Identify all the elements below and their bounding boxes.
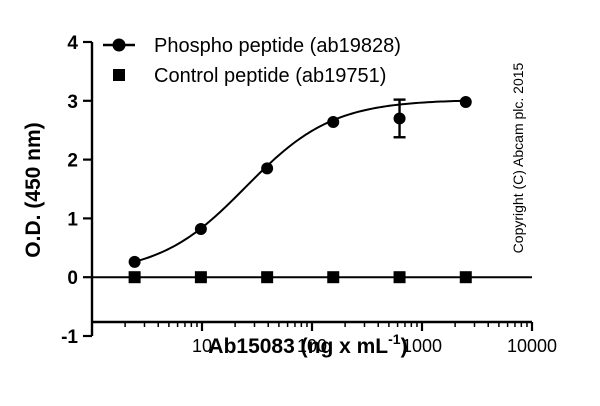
y-tick-label-2: 2 — [67, 151, 78, 172]
point-phospho — [261, 162, 274, 175]
x-tick-label-1000: 1000 — [402, 336, 442, 356]
point-control — [128, 271, 141, 284]
y-tick-label-1: 1 — [67, 209, 78, 230]
y-ticks: -1 0 1 2 3 4 — [61, 33, 92, 348]
legend-control-marker — [113, 69, 125, 81]
x-tick-label-10: 10 — [192, 336, 212, 356]
point-phospho — [194, 222, 207, 235]
series-layer — [92, 95, 532, 284]
x-axis-title: Ab15083 (ng x mL-1) — [208, 331, 407, 358]
y-tick-label-3: 3 — [67, 92, 78, 113]
point-phospho — [393, 112, 406, 125]
x-tick-label-100: 100 — [297, 336, 327, 356]
fit-curve-0 — [134, 99, 466, 263]
point-phospho — [459, 95, 472, 108]
x-ticks: 10 100 1000 10000 — [124, 322, 557, 356]
x-axis-title-main: Ab15083 (ng x mL — [208, 335, 388, 358]
point-control — [327, 271, 340, 284]
point-control — [194, 271, 207, 284]
point-control — [261, 271, 274, 284]
x-axis-title-suffix: ) — [401, 335, 408, 358]
point-control — [459, 271, 472, 284]
copyright-annotation: Copyright (C) Abcam plc. 2015 — [510, 62, 526, 253]
y-tick-label--1: -1 — [61, 327, 78, 348]
point-phospho — [327, 115, 340, 128]
y-axis-title: O.D. (450 nm) — [22, 122, 45, 257]
legend-phospho-marker — [112, 38, 126, 52]
legend-control-label: Control peptide (ab19751) — [154, 65, 386, 87]
y-tick-label-4: 4 — [67, 33, 78, 54]
y-tick-label-0: 0 — [67, 268, 78, 289]
legend-phospho-label: Phospho peptide (ab19828) — [154, 35, 401, 57]
x-tick-label-10000: 10000 — [507, 336, 557, 356]
x-axis-title-superscript: -1 — [388, 331, 401, 347]
point-phospho — [128, 255, 141, 268]
point-control — [393, 271, 406, 284]
legend: Phospho peptide (ab19828) Control peptid… — [103, 35, 401, 87]
